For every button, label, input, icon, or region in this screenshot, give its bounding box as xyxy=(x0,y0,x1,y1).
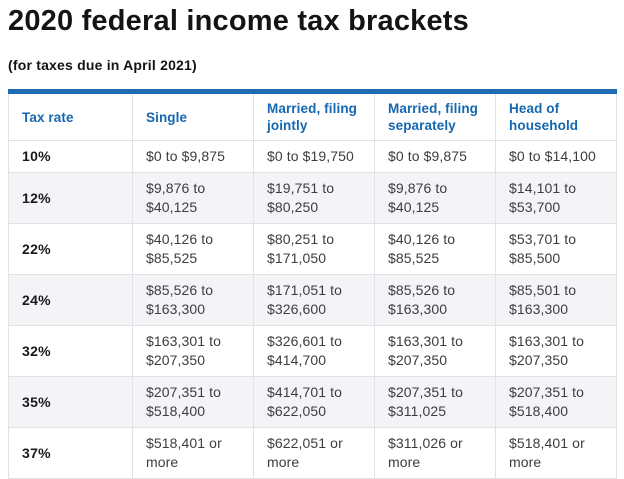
tax-rate-cell: 37% xyxy=(8,427,133,479)
tax-rate-cell: 22% xyxy=(8,223,133,275)
tax-rate-cell: 24% xyxy=(8,274,133,326)
bracket-cell-single: $9,876 to $40,125 xyxy=(132,172,254,224)
bracket-cell-married-jointly: $622,051 or more xyxy=(253,427,375,479)
bracket-cell-head-of-household: $14,101 to $53,700 xyxy=(495,172,617,224)
page-title: 2020 federal income tax brackets xyxy=(8,5,469,37)
table-row-24pct: 24% $85,526 to $163,300 $171,051 to $326… xyxy=(8,274,617,326)
table-row-12pct: 12% $9,876 to $40,125 $19,751 to $80,250… xyxy=(8,172,617,224)
column-header-married-jointly: Married, filing jointly xyxy=(253,91,375,141)
bracket-cell-married-separately: $207,351 to $311,025 xyxy=(374,376,496,428)
bracket-cell-head-of-household: $0 to $14,100 xyxy=(495,140,617,173)
column-header-married-separately: Married, filing separately xyxy=(374,91,496,141)
column-header-single: Single xyxy=(132,91,254,141)
bracket-cell-head-of-household: $518,401 or more xyxy=(495,427,617,479)
bracket-cell-married-jointly: $19,751 to $80,250 xyxy=(253,172,375,224)
bracket-cell-married-jointly: $0 to $19,750 xyxy=(253,140,375,173)
tax-rate-cell: 35% xyxy=(8,376,133,428)
tax-rate-cell: 32% xyxy=(8,325,133,377)
bracket-cell-married-separately: $0 to $9,875 xyxy=(374,140,496,173)
table-header-row: Tax rate Single Married, filing jointly … xyxy=(8,91,617,141)
tax-rate-cell: 10% xyxy=(8,140,133,173)
bracket-cell-married-jointly: $80,251 to $171,050 xyxy=(253,223,375,275)
table-row-37pct: 37% $518,401 or more $622,051 or more $3… xyxy=(8,427,617,479)
tax-brackets-table: Tax rate Single Married, filing jointly … xyxy=(8,89,617,479)
bracket-cell-head-of-household: $207,351 to $518,400 xyxy=(495,376,617,428)
bracket-cell-single: $85,526 to $163,300 xyxy=(132,274,254,326)
table-row-22pct: 22% $40,126 to $85,525 $80,251 to $171,0… xyxy=(8,223,617,275)
bracket-cell-single: $0 to $9,875 xyxy=(132,140,254,173)
bracket-cell-married-separately: $311,026 or more xyxy=(374,427,496,479)
table-row-10pct: 10% $0 to $9,875 $0 to $19,750 $0 to $9,… xyxy=(8,140,617,173)
tax-rate-cell: 12% xyxy=(8,172,133,224)
bracket-cell-single: $40,126 to $85,525 xyxy=(132,223,254,275)
table-row-35pct: 35% $207,351 to $518,400 $414,701 to $62… xyxy=(8,376,617,428)
bracket-cell-head-of-household: $163,301 to $207,350 xyxy=(495,325,617,377)
column-header-head-of-household: Head of household xyxy=(495,91,617,141)
bracket-cell-married-separately: $163,301 to $207,350 xyxy=(374,325,496,377)
bracket-cell-single: $163,301 to $207,350 xyxy=(132,325,254,377)
bracket-cell-head-of-household: $53,701 to $85,500 xyxy=(495,223,617,275)
table-row-32pct: 32% $163,301 to $207,350 $326,601 to $41… xyxy=(8,325,617,377)
bracket-cell-single: $518,401 or more xyxy=(132,427,254,479)
column-header-tax-rate: Tax rate xyxy=(8,91,133,141)
bracket-cell-married-separately: $85,526 to $163,300 xyxy=(374,274,496,326)
bracket-cell-single: $207,351 to $518,400 xyxy=(132,376,254,428)
bracket-cell-head-of-household: $85,501 to $163,300 xyxy=(495,274,617,326)
page-subtitle: (for taxes due in April 2021) xyxy=(8,57,197,73)
bracket-cell-married-jointly: $171,051 to $326,600 xyxy=(253,274,375,326)
bracket-cell-married-separately: $9,876 to $40,125 xyxy=(374,172,496,224)
bracket-cell-married-jointly: $326,601 to $414,700 xyxy=(253,325,375,377)
bracket-cell-married-jointly: $414,701 to $622,050 xyxy=(253,376,375,428)
bracket-cell-married-separately: $40,126 to $85,525 xyxy=(374,223,496,275)
